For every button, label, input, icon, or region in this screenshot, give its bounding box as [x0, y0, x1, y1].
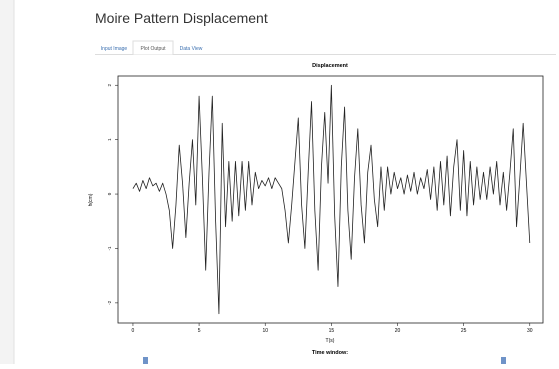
- data-line: [132, 84, 531, 315]
- x-tick-label: 25: [461, 328, 467, 334]
- y-tick-label: 1: [107, 138, 112, 141]
- x-tick-label: 5: [198, 328, 201, 334]
- plot-title: Displacement: [312, 63, 348, 69]
- tab-active-box: [132, 40, 174, 55]
- tab-bar: Input Image Plot Output Data View: [101, 40, 203, 55]
- plot-area: 0 5 10 15 20 25 30 -2 -1 0 1 2: [107, 84, 533, 334]
- x-tick-label: 15: [329, 328, 335, 334]
- tab[interactable]: Data View: [180, 46, 203, 52]
- page-title: Moire Pattern Displacement: [95, 10, 268, 26]
- sidebar: [0, 0, 14, 364]
- slider-label: Time window:: [312, 350, 348, 356]
- x-tick-label: 0: [132, 328, 135, 334]
- y-tick-label: 0: [107, 192, 112, 195]
- slider-handle[interactable]: [143, 357, 148, 364]
- y-tick-label: 2: [107, 84, 112, 87]
- y-axis-label: h(cm): [88, 193, 94, 206]
- x-axis-label: T(s): [326, 338, 335, 344]
- x-tick-label: 30: [527, 328, 533, 334]
- slider-handle[interactable]: [501, 357, 506, 364]
- y-tick-label: -2: [107, 300, 112, 304]
- tab[interactable]: Input Image: [101, 46, 128, 52]
- y-tick-label: -1: [107, 246, 112, 250]
- plot-frame: [117, 75, 544, 324]
- x-tick-label: 10: [262, 328, 268, 334]
- tab[interactable]: Plot Output: [140, 46, 166, 52]
- x-tick-label: 20: [395, 328, 401, 334]
